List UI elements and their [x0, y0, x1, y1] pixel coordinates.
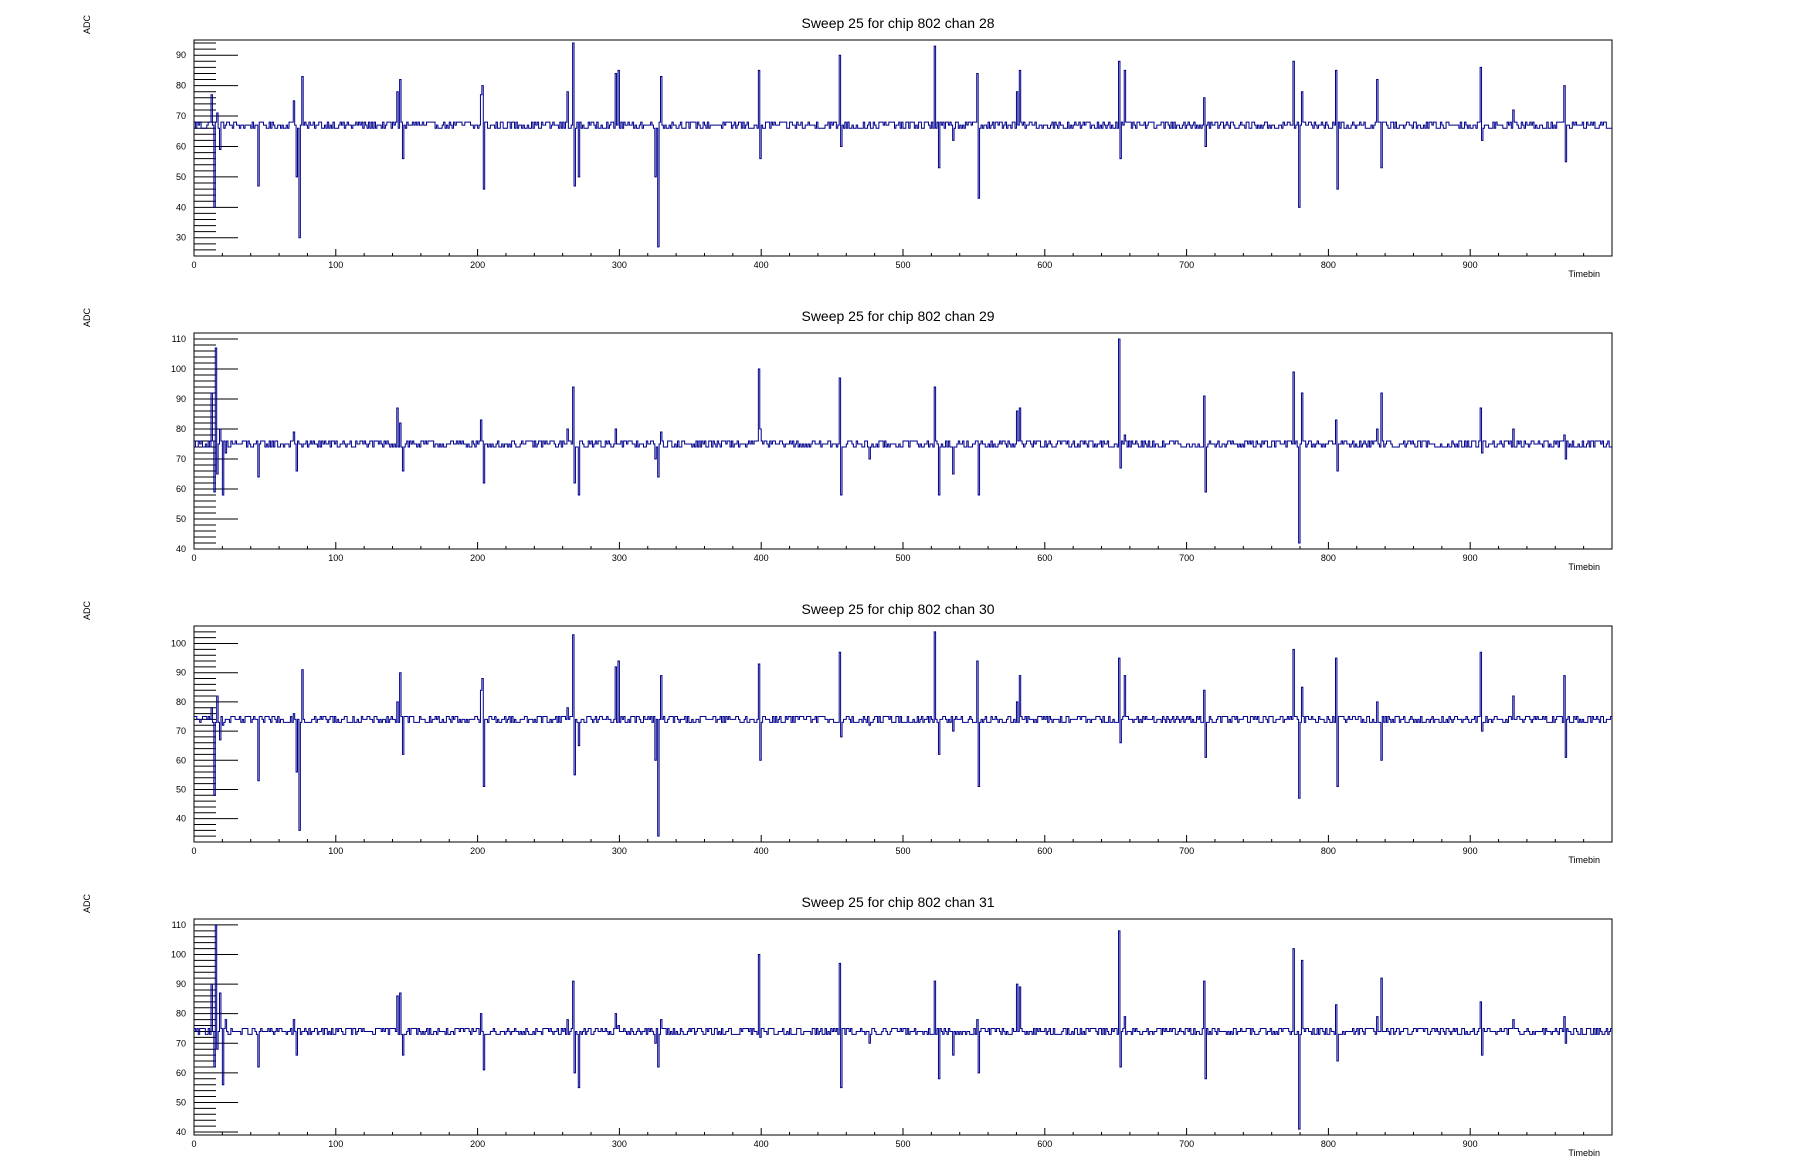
x-axis-label: Timebin: [1568, 562, 1600, 572]
y-tick-label: 80: [176, 424, 186, 434]
x-tick-label: 300: [612, 260, 627, 270]
chart-title: Sweep 25 for chip 802 chan 31: [801, 894, 995, 910]
x-tick-label: 900: [1463, 260, 1478, 270]
y-tick-label: 70: [176, 111, 186, 121]
x-tick-label: 700: [1179, 1139, 1194, 1149]
x-tick-label: 300: [612, 553, 627, 563]
x-tick-label: 100: [328, 1139, 343, 1149]
x-tick-label: 800: [1321, 260, 1336, 270]
chart-plot: 0 100 200 300 400 500 600 700 800 900 40 50 60 70 80 90…: [171, 332, 1613, 563]
y-tick-label: 50: [176, 172, 186, 182]
y-tick-label: 80: [176, 81, 186, 91]
x-tick-label: 0: [191, 260, 196, 270]
x-tick-label: 400: [754, 1139, 769, 1149]
chart-plot: 0 100 200 300 400 500 600 700 800 900 40 50 60 70 80 90…: [171, 918, 1613, 1149]
y-tick-label: 40: [176, 814, 186, 824]
x-tick-label: 500: [895, 1139, 910, 1149]
x-tick-label: 100: [328, 553, 343, 563]
x-tick-label: 0: [191, 846, 196, 856]
x-tick-label: 900: [1463, 553, 1478, 563]
y-tick-label: 90: [176, 394, 186, 404]
x-tick-label: 500: [895, 553, 910, 563]
plot-frame: [193, 39, 1613, 257]
chart-panel-3: Sweep 25 for chip 802 chan 31 ADC Timebi…: [0, 879, 1796, 1172]
x-tick-label: 800: [1321, 846, 1336, 856]
y-tick-label: 50: [176, 514, 186, 524]
chart-title: Sweep 25 for chip 802 chan 30: [801, 601, 995, 617]
plot-frame: [193, 625, 1613, 843]
x-tick-label: 400: [754, 260, 769, 270]
x-tick-label: 200: [470, 260, 485, 270]
chart-title: Sweep 25 for chip 802 chan 28: [801, 15, 995, 31]
y-tick-label: 110: [172, 920, 186, 930]
y-tick-label: 30: [176, 233, 186, 243]
x-tick-label: 0: [191, 1139, 196, 1149]
x-tick-label: 100: [328, 846, 343, 856]
y-tick-label: 80: [176, 697, 186, 707]
series-line: [194, 42, 1612, 248]
y-tick-label: 50: [176, 784, 186, 794]
chart-panel-2: Sweep 25 for chip 802 chan 30 ADC Timebi…: [0, 586, 1796, 879]
y-tick-label: 100: [171, 950, 186, 960]
x-tick-label: 200: [470, 846, 485, 856]
y-tick-label: 100: [171, 364, 186, 374]
y-tick-label: 70: [176, 454, 186, 464]
series-line: [194, 338, 1612, 544]
y-tick-label: 60: [176, 484, 186, 494]
y-tick-label: 40: [176, 544, 186, 554]
x-tick-label: 0: [191, 553, 196, 563]
plot-frame: [193, 918, 1613, 1136]
x-axis-label: Timebin: [1568, 269, 1600, 279]
y-tick-label: 60: [176, 141, 186, 151]
chart-panel-1: Sweep 25 for chip 802 chan 29 ADC Timebi…: [0, 293, 1796, 586]
x-axis-label: Timebin: [1568, 855, 1600, 865]
x-tick-label: 600: [1037, 846, 1052, 856]
x-tick-label: 700: [1179, 553, 1194, 563]
x-tick-label: 700: [1179, 846, 1194, 856]
x-tick-label: 600: [1037, 260, 1052, 270]
x-tick-label: 800: [1321, 1139, 1336, 1149]
x-tick-label: 600: [1037, 553, 1052, 563]
y-tick-label: 110: [172, 334, 186, 344]
x-tick-label: 400: [754, 553, 769, 563]
x-tick-label: 900: [1463, 846, 1478, 856]
y-tick-label: 40: [176, 202, 186, 212]
x-tick-label: 500: [895, 260, 910, 270]
series-line: [194, 924, 1612, 1130]
x-tick-label: 300: [612, 846, 627, 856]
x-tick-label: 500: [895, 846, 910, 856]
x-tick-label: 800: [1321, 553, 1336, 563]
x-tick-label: 700: [1179, 260, 1194, 270]
y-tick-label: 90: [176, 668, 186, 678]
x-tick-label: 100: [328, 260, 343, 270]
x-tick-label: 300: [612, 1139, 627, 1149]
y-tick-label: 70: [176, 726, 186, 736]
x-tick-label: 200: [470, 553, 485, 563]
y-tick-label: 40: [176, 1127, 186, 1137]
chart-panel-0: Sweep 25 for chip 802 chan 28 ADC Timebi…: [0, 0, 1796, 293]
x-tick-label: 900: [1463, 1139, 1478, 1149]
y-tick-label: 90: [176, 979, 186, 989]
x-tick-label: 600: [1037, 1139, 1052, 1149]
series-line: [194, 631, 1612, 837]
x-axis-label: Timebin: [1568, 1148, 1600, 1158]
chart-plot: 0 100 200 300 400 500 600 700 800 900 30 40 50 60 70 80…: [176, 39, 1613, 270]
y-tick-label: 50: [176, 1097, 186, 1107]
chart-title: Sweep 25 for chip 802 chan 29: [801, 308, 995, 324]
y-tick-label: 60: [176, 755, 186, 765]
y-tick-label: 80: [176, 1009, 186, 1019]
y-tick-label: 100: [171, 639, 186, 649]
chart-plot: 0 100 200 300 400 500 600 700 800 900 40 50 60 70 80 90…: [171, 625, 1613, 856]
y-tick-label: 90: [176, 50, 186, 60]
y-tick-label: 60: [176, 1068, 186, 1078]
y-tick-label: 70: [176, 1038, 186, 1048]
x-tick-label: 200: [470, 1139, 485, 1149]
x-tick-label: 400: [754, 846, 769, 856]
